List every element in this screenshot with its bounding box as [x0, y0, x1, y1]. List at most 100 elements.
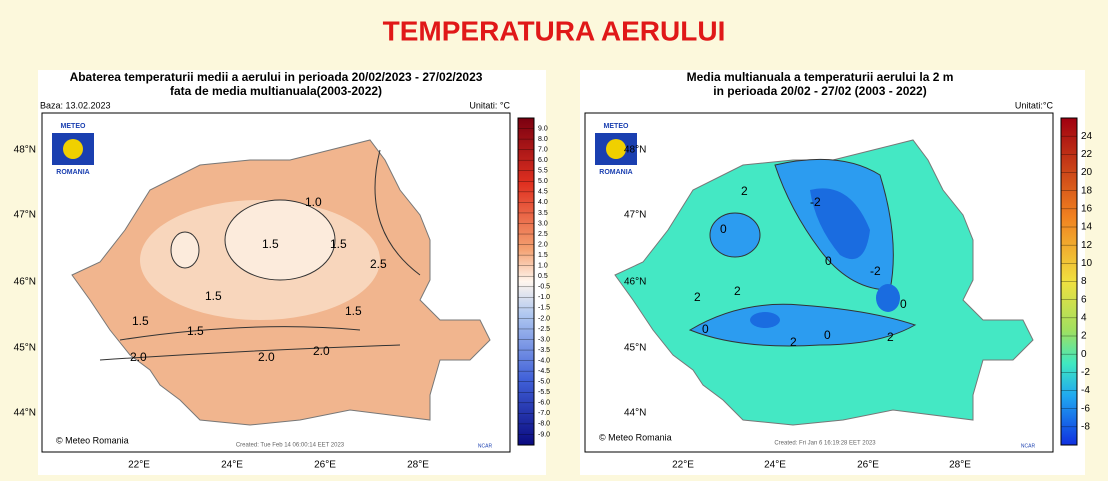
ncar: NCAR	[1021, 443, 1036, 449]
colorbar-label: 8	[1081, 276, 1087, 287]
colorbar	[517, 117, 535, 446]
contour	[750, 312, 780, 328]
colorbar-label: 2.0	[538, 241, 548, 248]
contour	[374, 149, 421, 276]
colorbar-label: -3.5	[538, 347, 550, 354]
contour-label: 1.0	[305, 195, 322, 209]
contour-label: -2	[870, 264, 881, 278]
contour-label: 1.5	[187, 324, 204, 338]
map-title: Media multianuala a temperaturii aerului…	[687, 70, 954, 84]
lat-label: 44°N	[624, 408, 646, 419]
colorbar-label: -2	[1081, 367, 1090, 378]
contour-label: 1.5	[205, 289, 222, 303]
contour	[170, 231, 200, 269]
contour-label: 2	[694, 290, 701, 304]
contour-label: 2.0	[130, 350, 147, 364]
contour	[810, 188, 870, 260]
map-title: Abaterea temperaturii medii a aerului in…	[70, 70, 483, 84]
contour	[876, 284, 900, 312]
colorbar-label: -8	[1081, 421, 1090, 432]
contour-label: 1.5	[330, 237, 347, 251]
colorbar-label: 0.5	[538, 273, 548, 280]
colorbar-label: -6.0	[538, 400, 550, 407]
colorbar-label: 22	[1081, 149, 1093, 160]
colorbar-label: 3.5	[538, 210, 548, 217]
colorbar-label: -5.5	[538, 389, 550, 396]
contour-label: 0	[720, 222, 727, 236]
page-title: TEMPERATURA AERULUI	[383, 15, 726, 46]
base-date: Baza: 13.02.2023	[40, 100, 111, 110]
lat-label: 47°N	[14, 210, 36, 221]
colorbar-label: 4	[1081, 312, 1087, 323]
colorbar-label: 4.5	[538, 189, 548, 196]
colorbar-label: 14	[1081, 222, 1093, 233]
colorbar-label: 1.0	[538, 263, 548, 270]
lat-label: 45°N	[14, 343, 36, 354]
credit: © Meteo Romania	[56, 435, 129, 445]
colorbar-label: 9.0	[538, 125, 548, 132]
created: Created: Tue Feb 14 06:00:14 EET 2023	[236, 443, 345, 449]
lon-label: 26°E	[857, 460, 879, 471]
colorbar-label: 16	[1081, 203, 1093, 214]
lat-label: 48°N	[14, 145, 36, 156]
map-title: fata de media multianuala(2003-2022)	[170, 84, 382, 98]
colorbar-label: -7.0	[538, 410, 550, 417]
colorbar-label: 5.5	[538, 168, 548, 175]
colorbar-label: 5.0	[538, 178, 548, 185]
colorbar-label: -1.5	[538, 305, 550, 312]
logo-sun	[63, 139, 83, 159]
colorbar-label: -1.0	[538, 294, 550, 301]
contour-label: 1.5	[345, 304, 362, 318]
colorbar-label: 7.0	[538, 146, 548, 153]
units: Unitati: °C	[469, 100, 510, 110]
colorbar-label: 1.5	[538, 252, 548, 259]
contour-label: 2	[790, 335, 797, 349]
colorbar-label: 8.0	[538, 136, 548, 143]
logo-text: METEO	[61, 123, 86, 130]
credit: © Meteo Romania	[599, 432, 672, 442]
colorbar-label: -6	[1081, 403, 1090, 414]
contour-label: 2.0	[313, 344, 330, 358]
colorbar-label: 2	[1081, 331, 1087, 342]
colorbar-label: 24	[1081, 131, 1093, 142]
lat-label: 46°N	[624, 277, 646, 288]
colorbar-label: -4.5	[538, 368, 550, 375]
colorbar-label: 20	[1081, 167, 1093, 178]
contour	[688, 303, 917, 347]
contour-label: 2	[734, 284, 741, 298]
logo-text: METEO	[604, 123, 629, 130]
contour-label: 1.5	[132, 314, 149, 328]
contour-label: 0	[702, 322, 709, 336]
contour-label: 0	[825, 254, 832, 268]
colorbar-label: 3.0	[538, 220, 548, 227]
colorbar-label: 2.5	[538, 231, 548, 238]
colorbar-label: 18	[1081, 185, 1093, 196]
logo-text: ROMANIA	[56, 169, 89, 176]
contour-label: -2	[810, 195, 821, 209]
units: Unitati:°C	[1015, 100, 1054, 110]
colorbar-label: 12	[1081, 240, 1093, 251]
colorbar-label: -5.0	[538, 379, 550, 386]
contour-label: 2	[887, 330, 894, 344]
contour-label: 0	[900, 297, 907, 311]
contour-label: 2	[741, 184, 748, 198]
colorbar-label: 10	[1081, 258, 1093, 269]
colorbar-label: -4	[1081, 385, 1090, 396]
lon-label: 28°E	[949, 460, 971, 471]
ncar: NCAR	[478, 443, 493, 449]
contour-label: 2.5	[370, 257, 387, 271]
contour-label: 2.0	[258, 350, 275, 364]
contour	[119, 326, 361, 341]
lat-label: 47°N	[624, 210, 646, 221]
lon-label: 22°E	[672, 460, 694, 471]
colorbar-label: -8.0	[538, 421, 550, 428]
colorbar-label: 0	[1081, 349, 1087, 360]
colorbar-label: -4.0	[538, 357, 550, 364]
lon-label: 22°E	[128, 460, 150, 471]
created: Created: Fri Jan 6 16:19:28 EET 2023	[774, 441, 876, 447]
contour	[709, 212, 761, 258]
lon-label: 24°E	[221, 460, 243, 471]
lat-label: 44°N	[14, 408, 36, 419]
lat-label: 45°N	[624, 343, 646, 354]
